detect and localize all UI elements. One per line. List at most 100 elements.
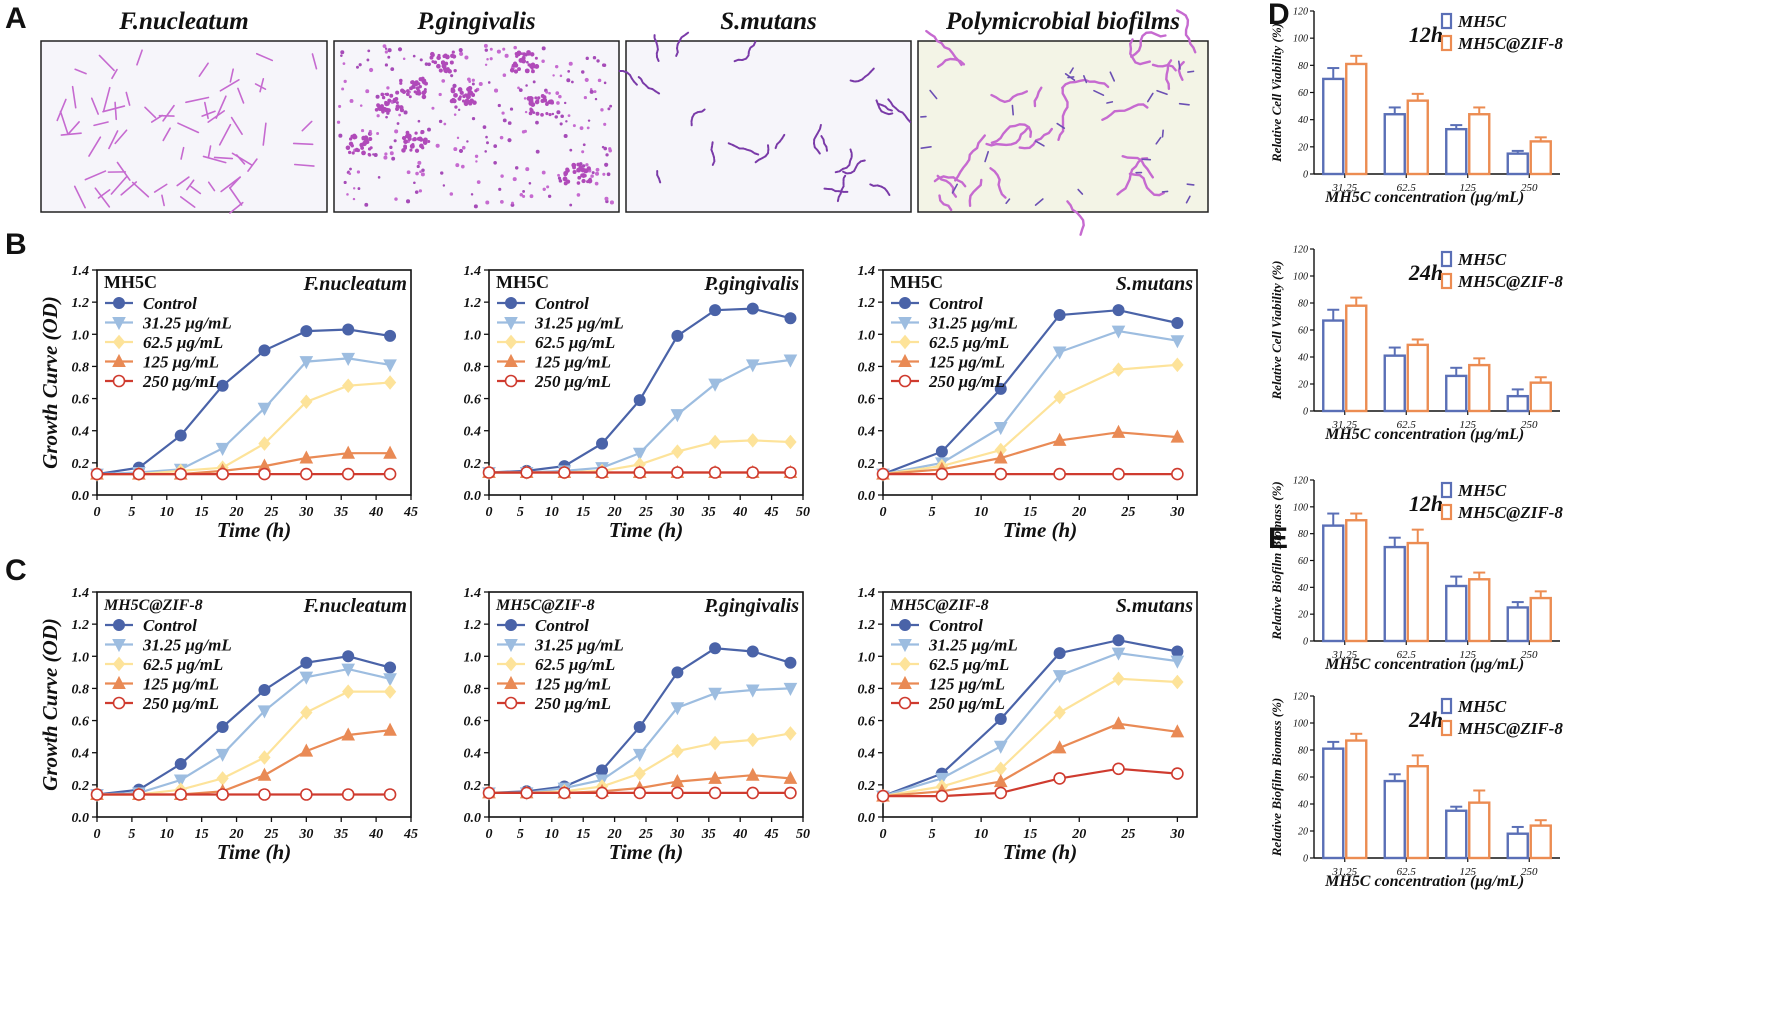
data-point (995, 469, 1006, 480)
coccus-cluster (423, 140, 428, 145)
y-tick-label: 0.2 (72, 779, 90, 794)
coccus-cell (607, 107, 610, 110)
legend-marker (506, 698, 517, 709)
coccus-cluster (409, 149, 412, 152)
coccus-cell (397, 122, 400, 125)
legend-label: 62.5 μg/mL (535, 333, 615, 352)
x-tick-label: 25 (1120, 505, 1135, 520)
coccus-cell (419, 170, 422, 173)
x-tick-label: 0 (94, 505, 101, 520)
coccus-cell (391, 157, 395, 161)
data-point (1172, 676, 1183, 689)
data-point (1113, 672, 1124, 685)
data-point (1172, 768, 1183, 779)
coccus-cluster (534, 64, 539, 69)
coccus-cell (417, 161, 421, 165)
coccus-cluster (541, 94, 545, 98)
y-tick-label: 1.0 (72, 650, 90, 665)
coccus-cluster (442, 64, 447, 69)
coccus-cluster (395, 91, 399, 95)
coccus-cluster (521, 59, 526, 64)
y-tick-label: 80 (1298, 299, 1308, 310)
coccus-cluster (572, 165, 576, 169)
series-line (97, 656, 390, 794)
data-point (1113, 363, 1124, 376)
coccus-cell (569, 204, 572, 207)
y-tick-label: 0 (1303, 407, 1308, 418)
coccus-cell (365, 89, 369, 93)
coccus-cell (524, 130, 527, 133)
y-tick-label: 0.0 (464, 811, 482, 826)
coccus-cell (383, 44, 387, 48)
data-point (785, 657, 796, 668)
coccus-cluster (452, 99, 457, 104)
y-tick-label: 20 (1298, 610, 1308, 621)
data-point (1113, 305, 1124, 316)
coccus-cell (413, 55, 416, 58)
x-tick-label: 0 (486, 827, 493, 842)
data-point (1054, 469, 1065, 480)
coccus-cell (533, 80, 536, 83)
x-tick-label: 30 (298, 505, 313, 520)
coccus-cell (376, 95, 380, 99)
bar (1346, 306, 1366, 411)
coccus-cell (349, 168, 352, 171)
series-31-25-g-ml (91, 353, 396, 480)
legend-label: 31.25 μg/mL (142, 314, 232, 333)
coccus-cluster (382, 96, 385, 99)
coccus-cell (485, 48, 488, 51)
series-250-g-ml (484, 467, 796, 478)
coccus-cell (583, 143, 586, 146)
x-tick-label: 5 (128, 505, 135, 520)
coccus-cluster (441, 60, 445, 64)
bar (1323, 321, 1343, 411)
treatment-label: MH5C@ZIF-8 (889, 597, 989, 614)
data-point (878, 469, 889, 480)
coccus-cluster (368, 137, 372, 141)
bar (1408, 101, 1428, 174)
coccus-cluster (395, 107, 399, 111)
y-tick-label: 1.0 (464, 328, 482, 343)
data-point (995, 741, 1007, 753)
legend-label: 62.5 μg/mL (143, 333, 223, 352)
bar (1408, 543, 1428, 641)
series-250-g-ml (92, 469, 396, 480)
coccus-cell (610, 200, 614, 204)
coccus-cell (565, 120, 567, 122)
coccus-cell (500, 200, 504, 204)
coccus-cell (385, 48, 387, 50)
coccus-cell (387, 56, 390, 59)
data-point (175, 430, 186, 441)
coccus-cell (602, 63, 606, 67)
time-label: 24h (1408, 260, 1443, 285)
time-label: 24h (1408, 707, 1443, 732)
legend-label: MH5C@ZIF-8 (1457, 503, 1563, 522)
legend-label: Control (535, 294, 589, 313)
coccus-cell (338, 134, 342, 138)
legend-label: MH5C@ZIF-8 (1457, 272, 1563, 291)
legend-label: 250 μg/mL (534, 372, 611, 391)
organism-label: P.gingivalis (703, 273, 799, 295)
coccus-cell (385, 116, 388, 119)
y-tick-label: 1.2 (464, 296, 482, 311)
micrograph-title: Polymicrobial biofilms (945, 8, 1180, 35)
coccus-cluster (381, 110, 384, 113)
legend-label: 250 μg/mL (142, 372, 219, 391)
x-tick-label: 50 (796, 505, 810, 520)
y-axis-label: Relative Cell Viability (%) (1269, 260, 1284, 400)
coccus-cell (361, 129, 364, 132)
x-tick-label: 10 (974, 827, 988, 842)
coccus-cell (394, 139, 397, 142)
coccus-cell (560, 75, 563, 78)
rod-cell (294, 143, 313, 144)
rod-cell (1188, 71, 1194, 72)
data-point (217, 789, 228, 800)
coccus-cell (586, 57, 589, 60)
coccus-cell (394, 197, 397, 200)
data-point (710, 467, 721, 478)
coccus-cluster (396, 101, 399, 104)
coccus-cell (338, 105, 341, 108)
data-point (384, 360, 396, 372)
y-tick-label: 0.0 (72, 489, 90, 504)
y-tick-label: 60 (1298, 326, 1308, 337)
